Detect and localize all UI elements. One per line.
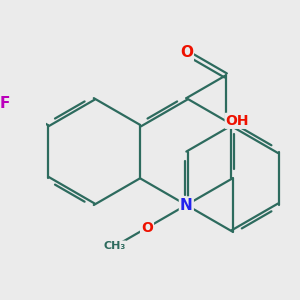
Text: CH₃: CH₃ — [103, 242, 126, 251]
Text: N: N — [180, 197, 193, 212]
Text: O: O — [141, 221, 153, 235]
Text: OH: OH — [226, 114, 249, 128]
Text: O: O — [180, 45, 193, 60]
Text: F: F — [0, 96, 11, 111]
